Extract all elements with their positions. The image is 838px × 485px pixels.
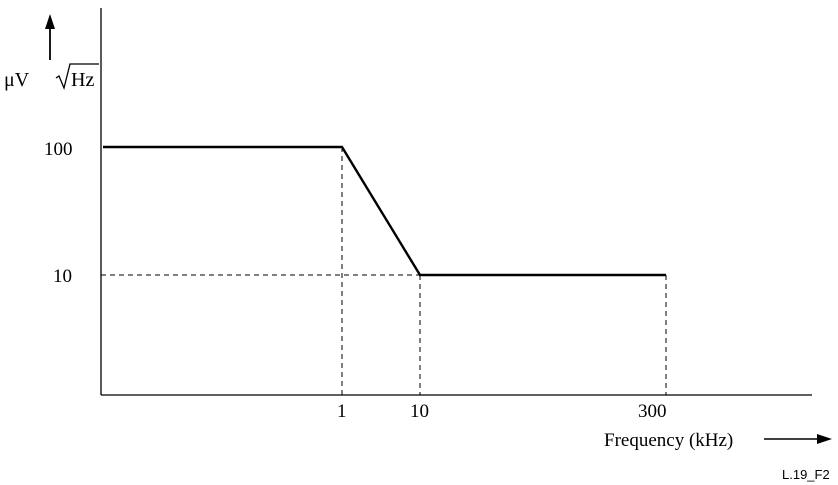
y-axis-label-radicand: Hz — [71, 69, 94, 91]
x-tick-label-300: 300 — [638, 401, 667, 422]
x-tick-label-10: 10 — [410, 401, 429, 422]
figure-id: L.19_F2 — [782, 467, 830, 482]
x-axis-arrow-icon — [764, 434, 832, 444]
y-axis-arrow-icon — [45, 14, 55, 60]
x-tick-label-1: 1 — [337, 401, 347, 422]
y-axis-label: μV Hz — [4, 63, 99, 91]
guide-lines — [101, 147, 667, 395]
radical-sign-icon — [55, 63, 99, 91]
y-tick-label-10: 10 — [53, 266, 72, 287]
x-axis-label: Frequency (kHz) — [604, 430, 733, 451]
y-tick-label-100: 100 — [44, 139, 73, 160]
series-line — [103, 145, 666, 277]
y-axis-label-prefix: μV — [4, 69, 30, 91]
